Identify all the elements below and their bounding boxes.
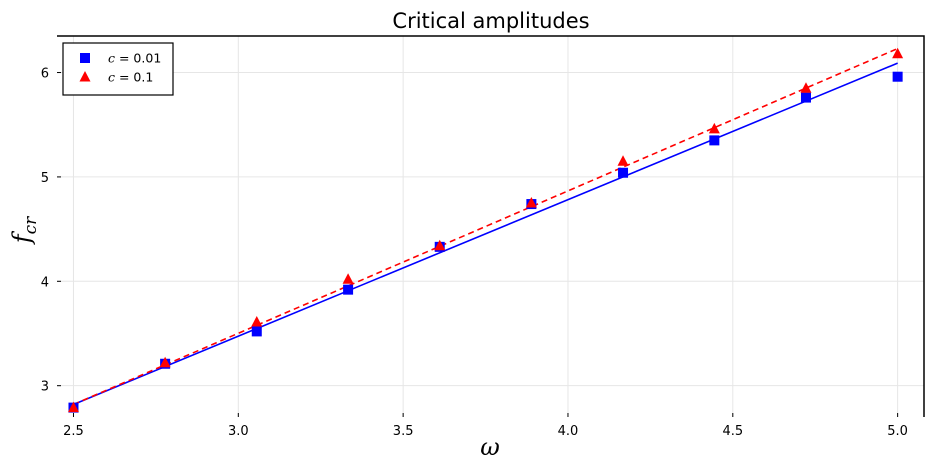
y-tick-label: 3 (41, 380, 49, 395)
x-tick-labels: 2.5 3.0 3.5 4.0 4.5 5.0 (63, 413, 908, 439)
data-point-triangle (434, 239, 446, 251)
data-markers (67, 47, 904, 413)
x-tick-label: 3.5 (393, 424, 414, 439)
x-tick-label: 4.5 (722, 424, 743, 439)
data-point-triangle (617, 155, 629, 166)
data-point-triangle (159, 356, 171, 368)
data-point-triangle (525, 197, 537, 208)
legend-label: c = 0.01 (108, 51, 161, 66)
legend: c = 0.01 c = 0.1 (62, 42, 174, 96)
legend-label: c = 0.1 (108, 70, 153, 85)
data-point-square (343, 284, 354, 295)
data-point-triangle (251, 316, 263, 327)
data-point-triangle (892, 47, 904, 59)
x-axis-label: ω (480, 433, 500, 457)
data-point-square (800, 92, 811, 103)
data-point-triangle (342, 273, 354, 284)
legend-marker-square (80, 53, 90, 63)
x-tick-label: 5.0 (887, 424, 908, 439)
y-axis-label: fcr (8, 216, 41, 245)
plot-frame (56, 35, 925, 418)
y-tick-label: 4 (41, 275, 49, 290)
data-point-square (709, 135, 720, 146)
data-point-triangle (708, 122, 720, 134)
x-tick-label: 4.0 (558, 424, 579, 439)
y-tick-label: 6 (41, 67, 49, 82)
y-axis-label-subscript: cr (21, 216, 41, 235)
fit-line-triangle (73, 47, 898, 406)
y-tick-label: 5 (41, 171, 49, 186)
data-point-triangle (800, 82, 812, 93)
chart-title: Critical amplitudes (392, 9, 589, 33)
data-point-square (251, 326, 262, 337)
legend-box (62, 42, 174, 96)
y-tick-labels: 3 4 5 6 (41, 67, 61, 395)
data-point-square (892, 71, 903, 82)
x-tick-label: 3.0 (228, 424, 249, 439)
data-point-square (618, 167, 629, 178)
legend-marker-triangle (79, 71, 91, 82)
x-tick-label: 2.5 (63, 424, 84, 439)
data-point-triangle (67, 401, 79, 413)
fit-lines (73, 47, 898, 406)
grid (57, 36, 924, 417)
fit-line-square (73, 62, 898, 406)
